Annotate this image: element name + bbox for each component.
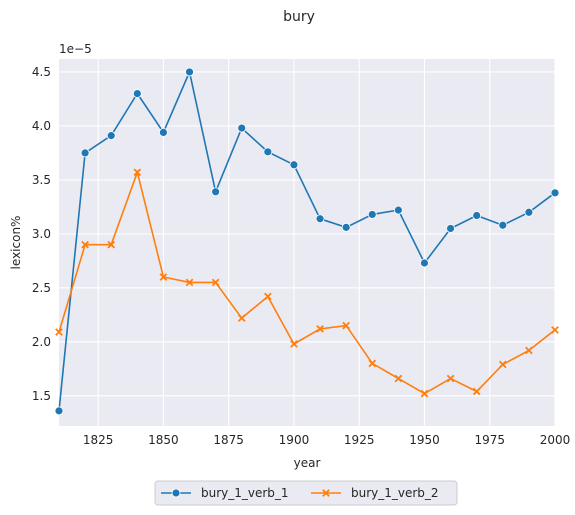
data-point	[525, 208, 533, 216]
data-point	[473, 212, 481, 220]
y-tick-label: 4.5	[32, 65, 51, 79]
x-tick-label: 1950	[409, 433, 440, 447]
data-point	[186, 68, 194, 76]
data-point	[55, 407, 63, 415]
x-tick-label: 1875	[213, 433, 244, 447]
data-point	[551, 189, 559, 197]
data-point	[447, 224, 455, 232]
x-tick-label: 1825	[83, 433, 114, 447]
data-point	[499, 221, 507, 229]
legend-label: bury_1_verb_1	[201, 486, 289, 500]
x-tick-label: 1975	[474, 433, 505, 447]
x-tick-label: 1850	[148, 433, 179, 447]
data-point	[264, 148, 272, 156]
legend-marker	[172, 489, 180, 497]
y-tick-label: 2.0	[32, 335, 51, 349]
plot-area	[59, 59, 555, 426]
y-offset-label: 1e−5	[59, 42, 92, 56]
y-tick-label: 3.0	[32, 227, 51, 241]
data-point	[81, 149, 89, 157]
data-point	[133, 90, 141, 98]
y-tick-label: 1.5	[32, 389, 51, 403]
y-tick-label: 2.5	[32, 281, 51, 295]
data-point	[159, 128, 167, 136]
x-tick-label: 1925	[344, 433, 375, 447]
data-point	[107, 132, 115, 140]
data-point	[394, 206, 402, 214]
y-axis-label: lexicon%	[9, 216, 23, 270]
x-tick-label: 1900	[279, 433, 310, 447]
x-axis-label: year	[294, 456, 321, 470]
chart-title: bury	[283, 9, 315, 25]
data-point	[212, 188, 220, 196]
data-point	[290, 161, 298, 169]
data-point	[368, 210, 376, 218]
x-tick-label: 2000	[540, 433, 571, 447]
legend: bury_1_verb_1 bury_1_verb_2	[155, 481, 457, 505]
y-tick-label: 3.5	[32, 173, 51, 187]
data-point	[342, 223, 350, 231]
y-tick-label: 4.0	[32, 119, 51, 133]
data-point	[420, 259, 428, 267]
legend-label: bury_1_verb_2	[351, 486, 439, 500]
data-point	[316, 215, 324, 223]
data-point	[238, 124, 246, 132]
